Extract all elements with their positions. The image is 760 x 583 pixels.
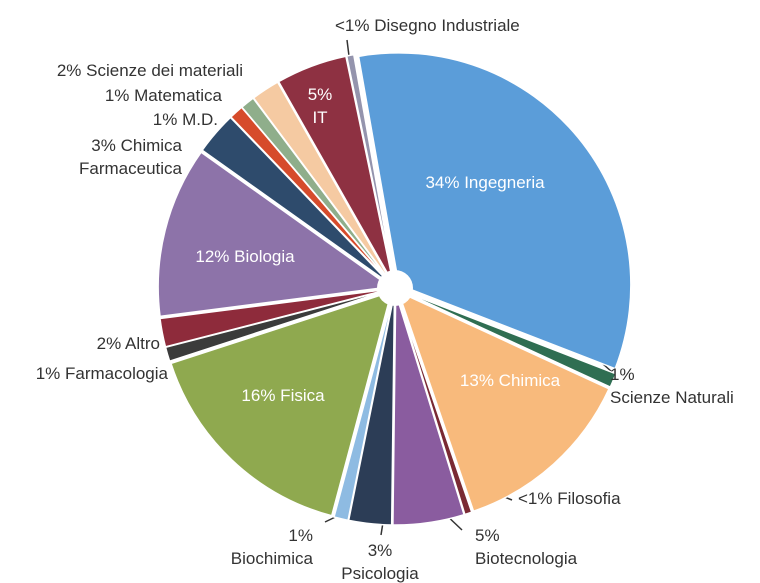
- slice-label: 1% Farmacologia: [36, 363, 168, 386]
- pie-slice: [392, 292, 465, 526]
- slice-percent: 2%: [56, 61, 82, 80]
- pie-slice: [169, 290, 393, 517]
- slice-label: 2% Scienze dei materiali: [57, 60, 243, 83]
- pie-slice: [277, 55, 394, 284]
- slice-label: <1% Disegno Industriale: [335, 15, 520, 38]
- slice-label: 2% Altro: [97, 333, 160, 356]
- slice-label: 34% Ingegneria: [425, 172, 544, 195]
- slice-category: Biologia: [234, 247, 295, 266]
- slice-percent: 2%: [96, 334, 122, 353]
- slice-category: Altro: [125, 334, 160, 353]
- slice-category: IT: [312, 107, 328, 127]
- slice-category: Biotecnologia: [475, 548, 578, 568]
- slice-category: M.D.: [182, 110, 218, 129]
- slice-category: Chimica: [498, 371, 561, 390]
- slice-label: 3% Chimica Farmaceutica: [47, 135, 182, 181]
- slice-percent: 16%: [241, 386, 276, 405]
- slice-percent: 1%: [610, 365, 635, 384]
- slice-percent: 1%: [104, 86, 130, 105]
- slice-category: Chimica Farmaceutica: [79, 136, 182, 178]
- pie-slice: [345, 53, 395, 284]
- slice-percent: 5%: [307, 85, 333, 104]
- slice-label: 13% Chimica: [460, 370, 560, 393]
- leader-line: [346, 39, 350, 57]
- slice-label: 3% Psicologia: [341, 540, 419, 583]
- slice-label: 1% M.D.: [153, 109, 218, 132]
- pie-hub: [377, 270, 413, 306]
- pie-slice: [397, 290, 611, 513]
- slice-category: Biochimica: [230, 548, 313, 568]
- slice-label: 5% IT: [308, 84, 333, 130]
- pie-slice: [395, 292, 473, 516]
- slice-category: Fisica: [280, 386, 325, 405]
- slice-category: Ingegneria: [464, 173, 545, 192]
- slice-label: 16% Fisica: [241, 385, 324, 408]
- pie-slice: [399, 289, 617, 389]
- slice-category: Disegno Industriale: [374, 16, 520, 35]
- slice-label: 5% Biotecnologia: [475, 525, 577, 571]
- slice-label: 12% Biologia: [195, 246, 294, 269]
- slice-percent: 12%: [195, 247, 230, 266]
- pie-slice: [159, 288, 391, 348]
- pie-slice: [357, 52, 632, 370]
- slice-label: 1% Scienze Naturali: [610, 364, 734, 410]
- slice-percent: 5%: [475, 526, 500, 545]
- slice-percent: 3%: [91, 136, 116, 155]
- slice-category: Scienze Naturali: [610, 387, 734, 407]
- pie-slice: [252, 81, 393, 285]
- slice-category: Psicologia: [341, 563, 419, 583]
- slice-percent: 13%: [459, 371, 494, 390]
- slice-label: 1% Biochimica: [231, 525, 313, 571]
- slice-category: Scienze dei materiali: [86, 61, 243, 80]
- slice-percent: <1%: [518, 489, 553, 508]
- slice-label: 1% Matematica: [105, 85, 222, 108]
- slice-category: Filosofia: [557, 489, 621, 508]
- slice-percent: 1%: [152, 110, 178, 129]
- pie-slice: [333, 292, 395, 522]
- slice-percent: 1%: [288, 526, 313, 545]
- slice-category: Farmacologia: [65, 364, 168, 383]
- slice-percent: 34%: [425, 173, 460, 192]
- slice-percent: 1%: [35, 364, 61, 383]
- slice-percent: <1%: [335, 16, 370, 35]
- slice-percent: 3%: [367, 541, 393, 560]
- slice-label: <1% Filosofia: [518, 488, 621, 511]
- pie-slice: [157, 151, 393, 318]
- slice-category: Matematica: [134, 86, 222, 105]
